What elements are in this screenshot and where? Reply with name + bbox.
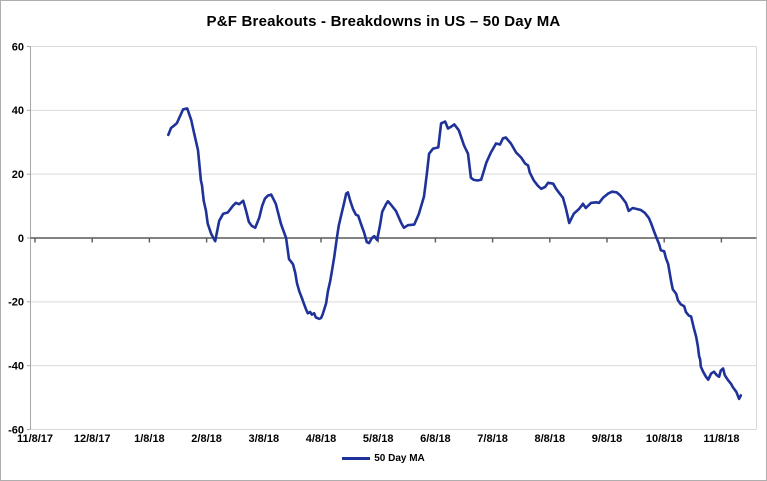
x-axis-tick-label: 5/8/18 <box>363 433 394 445</box>
x-axis-tick-label: 9/8/18 <box>592 433 623 445</box>
y-axis-tick-label: -60 <box>8 424 24 436</box>
x-axis-tick-label: 1/8/18 <box>134 433 165 445</box>
legend: 50 Day MA <box>1 453 766 464</box>
x-axis-tick-label: 7/8/18 <box>477 433 508 445</box>
x-axis-tick-label: 6/8/18 <box>420 433 451 445</box>
legend-line-swatch <box>342 457 371 460</box>
x-axis-tick-label: 4/8/18 <box>306 433 337 445</box>
legend-label: 50 Day MA <box>374 453 425 464</box>
x-axis-tick-label: 12/8/17 <box>74 433 111 445</box>
chart-title: P&F Breakouts - Breakdowns in US – 50 Da… <box>206 13 561 30</box>
y-axis-tick-label: 60 <box>12 41 24 53</box>
y-axis-tick-label: -20 <box>8 297 24 309</box>
x-axis-tick-label: 10/8/18 <box>646 433 683 445</box>
x-axis-tick-label: 3/8/18 <box>249 433 280 445</box>
x-axis-tick-label: 8/8/18 <box>535 433 566 445</box>
x-axis-tick-label: 2/8/18 <box>191 433 222 445</box>
y-axis-tick-label: 40 <box>12 105 24 117</box>
x-axis-tick-label: 11/8/18 <box>703 433 739 445</box>
y-axis-tick-label: 20 <box>12 169 24 181</box>
y-axis-tick-label: -40 <box>8 360 24 372</box>
series-line <box>167 107 743 401</box>
y-axis-tick-label: 0 <box>18 233 24 245</box>
x-axis-tick-label: 11/8/17 <box>17 433 53 445</box>
